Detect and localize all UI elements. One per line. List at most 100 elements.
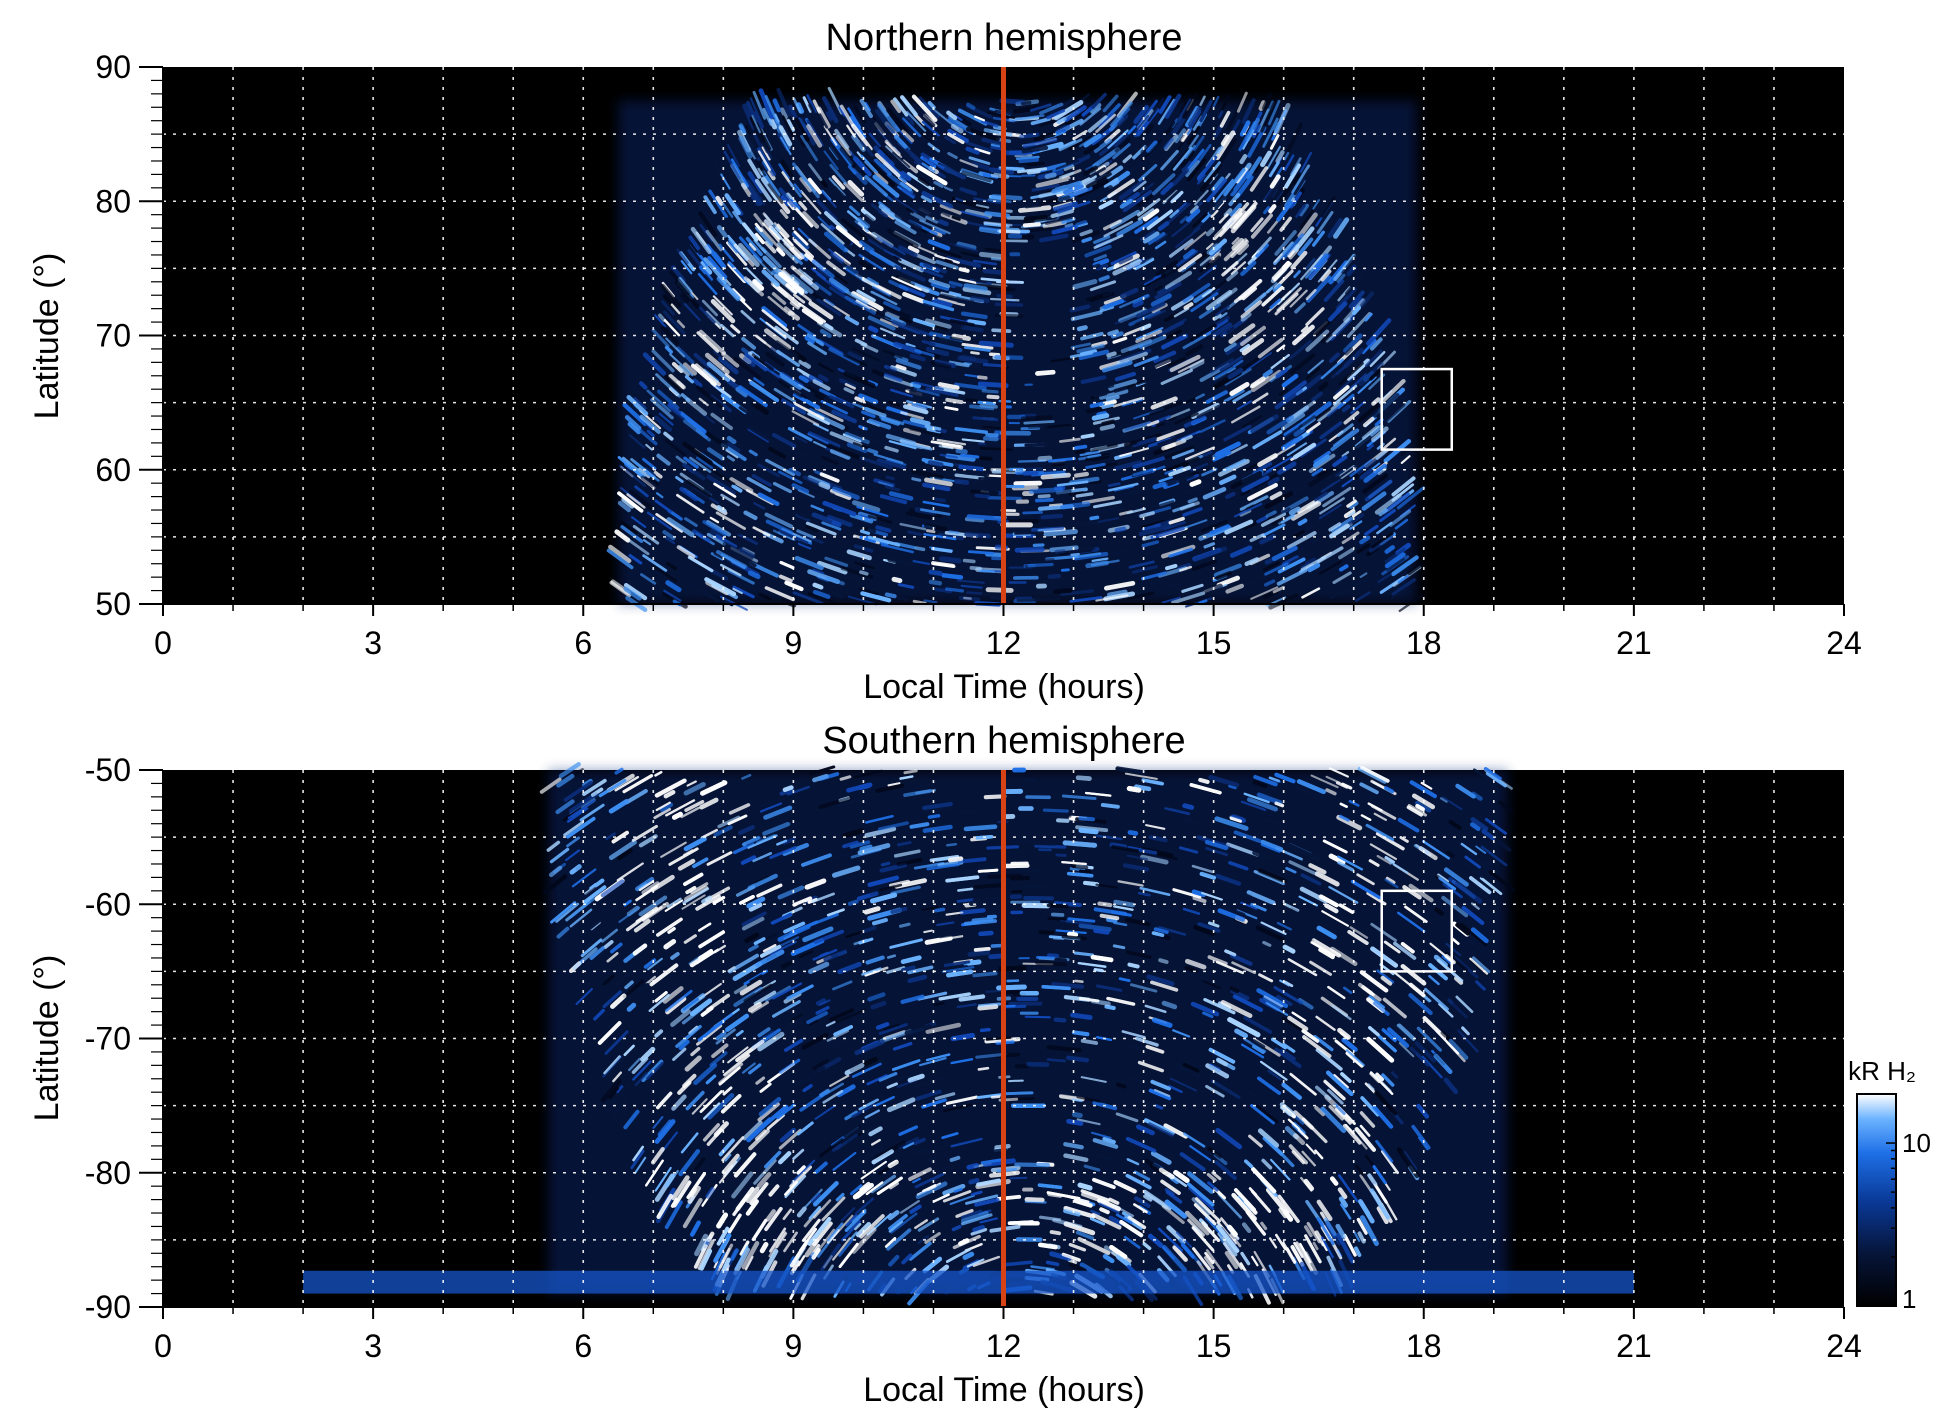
emission-streak (710, 299, 736, 324)
emission-streak (1169, 209, 1180, 219)
emission-streak (720, 173, 731, 190)
emission-streak (1198, 934, 1222, 945)
emission-streak (986, 111, 1016, 119)
emission-streak (858, 1098, 879, 1111)
emission-streak (1448, 1038, 1469, 1060)
emission-streak (1277, 1194, 1300, 1223)
emission-streak (851, 347, 880, 362)
emission-streak (850, 1231, 858, 1240)
emission-streak (757, 1027, 771, 1038)
emission-streak (913, 387, 940, 397)
emission-streak (565, 849, 581, 862)
emission-streak (784, 580, 804, 592)
emission-streak (1388, 860, 1409, 874)
emission-streak (662, 530, 676, 541)
emission-streak (1383, 940, 1401, 954)
emission-streak (1155, 428, 1185, 442)
emission-streak (990, 257, 1004, 261)
emission-streak (838, 105, 846, 117)
emission-streak (1049, 1230, 1061, 1236)
emission-streak (1230, 470, 1263, 489)
emission-streak (1125, 1173, 1152, 1190)
emission-streak (880, 861, 891, 867)
emission-streak (1221, 548, 1233, 555)
emission-streak (739, 979, 763, 996)
emission-streak (725, 449, 739, 459)
emission-streak (684, 517, 698, 527)
emission-streak (1114, 526, 1127, 533)
emission-streak (1158, 196, 1183, 218)
emission-streak (1031, 183, 1060, 192)
emission-streak (832, 865, 861, 878)
emission-streak (979, 1027, 991, 1033)
emission-streak (1321, 1236, 1334, 1259)
emission-streak (1251, 1255, 1259, 1267)
emission-streak (963, 824, 998, 832)
emission-streak (695, 385, 723, 408)
emission-streak (854, 1222, 862, 1231)
emission-streak (730, 1248, 739, 1261)
emission-streak (1029, 103, 1052, 112)
emission-streak (1146, 140, 1158, 154)
emission-streak (1084, 244, 1112, 258)
emission-streak (859, 529, 871, 535)
emission-streak (801, 1218, 821, 1242)
emission-streak (1164, 406, 1176, 413)
emission-streak (1215, 570, 1233, 581)
emission-streak (825, 815, 837, 821)
emission-streak (1198, 777, 1210, 784)
emission-streak (1113, 386, 1127, 393)
emission-streak (1217, 201, 1225, 209)
emission-streak (1051, 224, 1079, 235)
emission-streak (786, 785, 810, 796)
emission-streak (1300, 555, 1327, 572)
emission-streak (1351, 435, 1372, 453)
emission-streak (657, 389, 680, 410)
emission-streak (847, 351, 863, 361)
emission-streak (898, 258, 925, 273)
emission-streak (1246, 1089, 1259, 1100)
emission-streak (1211, 288, 1221, 296)
emission-streak (812, 568, 825, 575)
emission-streak (1177, 562, 1192, 570)
emission-streak (774, 113, 780, 123)
emission-streak (698, 930, 726, 949)
emission-streak (818, 999, 831, 1006)
emission-streak (1225, 491, 1236, 499)
emission-streak (852, 156, 872, 177)
emission-streak (927, 460, 944, 467)
emission-streak (1140, 126, 1165, 154)
emission-streak (1050, 209, 1075, 219)
emission-streak (893, 255, 902, 262)
emission-streak (838, 1242, 859, 1268)
emission-streak (1157, 221, 1170, 231)
emission-streak (703, 195, 717, 215)
emission-streak (654, 314, 667, 328)
emission-streak (1063, 165, 1075, 171)
emission-streak (1349, 459, 1373, 478)
emission-streak (666, 517, 695, 538)
emission-streak (883, 301, 901, 312)
emission-streak (1397, 911, 1426, 933)
emission-streak (1274, 292, 1299, 316)
emission-streak (946, 132, 965, 145)
emission-streak (653, 807, 672, 820)
emission-streak (1195, 1197, 1221, 1223)
emission-streak (921, 1142, 951, 1156)
emission-streak (1383, 1198, 1398, 1221)
emission-streak (1226, 270, 1239, 282)
emission-streak (706, 447, 725, 461)
emission-streak (622, 774, 654, 794)
emission-streak (960, 325, 984, 333)
emission-streak (982, 425, 1001, 429)
emission-streak (982, 436, 999, 442)
emission-streak (1342, 580, 1362, 594)
emission-streak (742, 222, 759, 242)
emission-streak (783, 306, 795, 316)
emission-streak (779, 1127, 796, 1143)
emission-streak (630, 516, 647, 529)
emission-streak (1408, 883, 1434, 903)
emission-streak (608, 544, 632, 564)
